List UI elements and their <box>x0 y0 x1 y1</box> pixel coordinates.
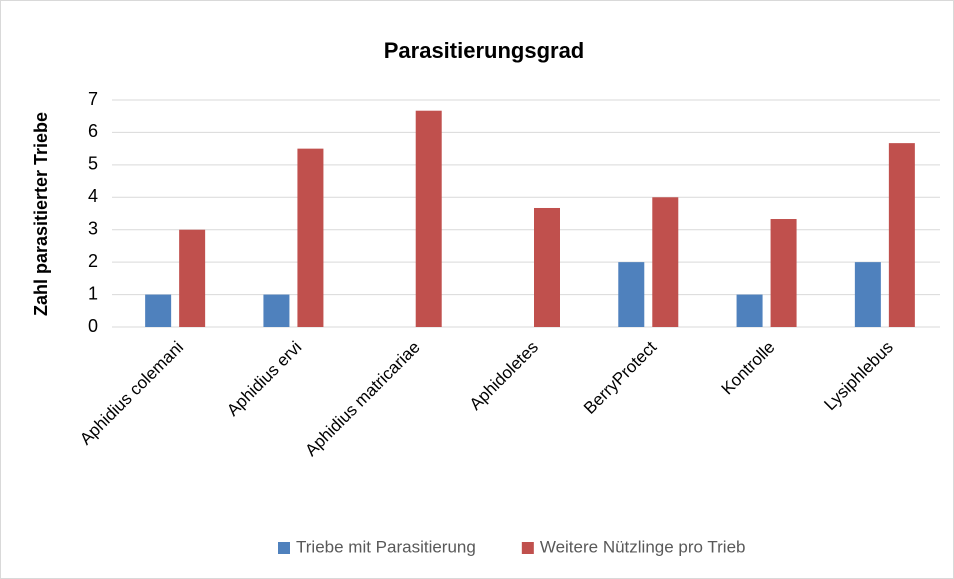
y-tick-label: 4 <box>88 186 98 206</box>
y-tick-label: 1 <box>88 283 98 303</box>
legend-swatch <box>278 542 290 554</box>
bar <box>297 148 324 327</box>
bar <box>854 262 881 327</box>
bar <box>145 294 172 327</box>
legend-swatch <box>521 542 534 554</box>
y-tick-label: 5 <box>88 154 98 174</box>
bar <box>415 110 442 327</box>
legend-label: Triebe mit Parasitierung <box>296 537 476 556</box>
bar <box>770 219 797 327</box>
bar <box>179 229 206 327</box>
bar <box>652 197 679 327</box>
y-tick-label: 6 <box>88 121 98 141</box>
y-tick-label: 2 <box>88 251 98 271</box>
bar <box>888 143 915 327</box>
bar <box>618 262 645 327</box>
y-tick-label: 3 <box>88 218 98 238</box>
bar <box>534 207 560 327</box>
y-tick-label: 7 <box>88 89 98 109</box>
bar <box>263 294 290 327</box>
y-axis-label: Zahl parasitierter Triebe <box>31 112 51 316</box>
y-tick-label: 0 <box>88 316 98 336</box>
bar <box>736 294 763 327</box>
legend-label: Weitere Nützlinge pro Trieb <box>540 537 746 556</box>
chart-title: Parasitierungsgrad <box>384 38 585 63</box>
